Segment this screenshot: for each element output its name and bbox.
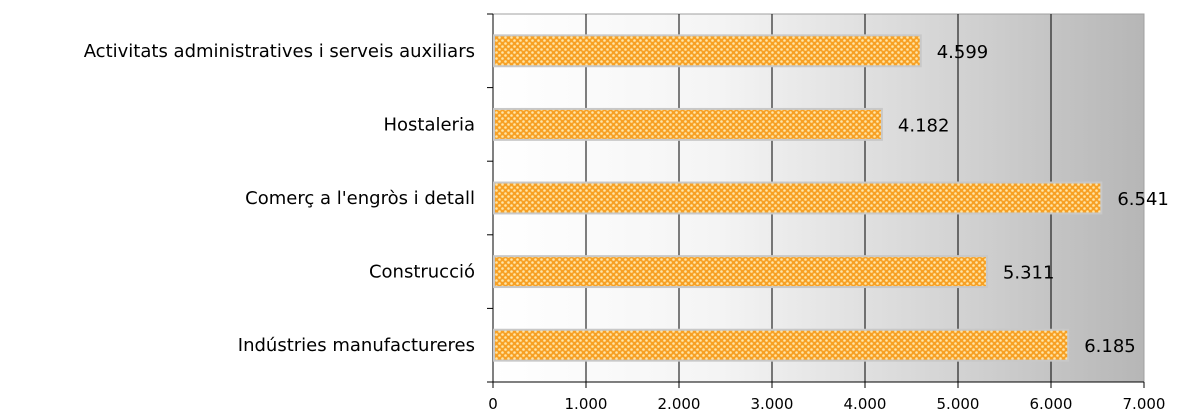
data-label: 5.311 xyxy=(1003,263,1055,284)
bar xyxy=(493,181,1103,215)
x-tick-label: 7.000 xyxy=(1123,395,1166,413)
data-label: 6.541 xyxy=(1117,189,1169,210)
x-tick-label: 3.000 xyxy=(751,395,794,413)
x-tick-label: 6.000 xyxy=(1030,395,1073,413)
data-label: 4.182 xyxy=(898,115,950,136)
x-tick-label: 0 xyxy=(488,395,498,413)
category-label: Comerç a l'engròs i detall xyxy=(245,188,475,209)
labels: 0 1.000 2.000 3.000 4.000 5.000 6.000 7.000 Acti… xyxy=(84,41,1169,413)
bar xyxy=(493,34,922,68)
x-tick-label: 2.000 xyxy=(658,395,701,413)
x-tick-label: 4.000 xyxy=(844,395,887,413)
bars xyxy=(493,34,1103,362)
category-label: Indústries manufactureres xyxy=(238,335,475,356)
category-label: Hostaleria xyxy=(383,114,475,135)
bar xyxy=(493,328,1070,362)
x-tick-label: 1.000 xyxy=(565,395,608,413)
category-label: Construcció xyxy=(369,262,475,283)
bar xyxy=(493,255,988,289)
data-label: 4.599 xyxy=(937,42,989,63)
x-tick-label: 5.000 xyxy=(937,395,980,413)
bar xyxy=(493,107,883,141)
category-label: Activitats administratives i serveis aux… xyxy=(84,41,475,62)
data-label: 6.185 xyxy=(1084,336,1136,357)
